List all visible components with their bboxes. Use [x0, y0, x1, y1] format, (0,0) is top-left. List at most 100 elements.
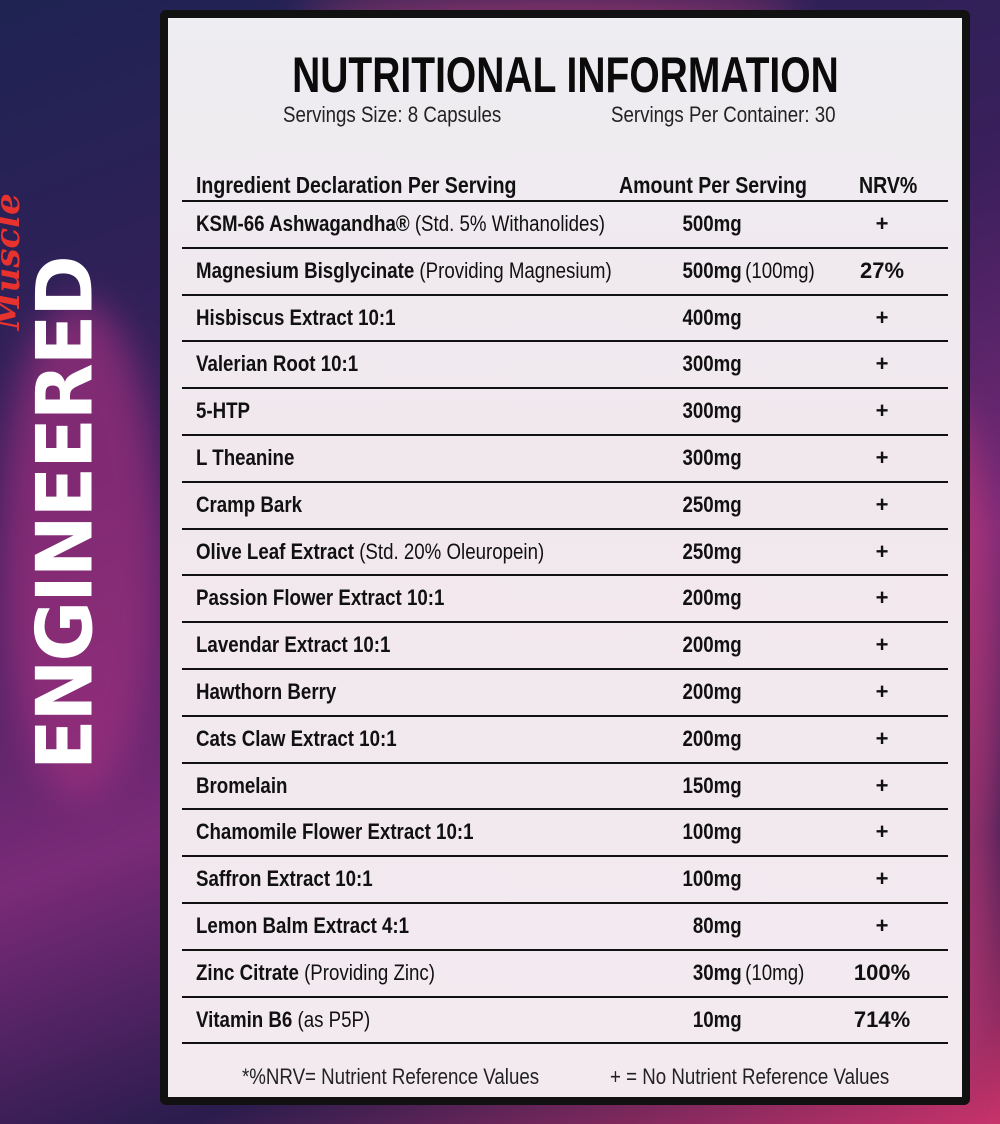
logo-main-text: ENGINEERED [19, 257, 111, 770]
nrv-value: + [875, 491, 889, 517]
amount-value: 300mg [682, 398, 742, 424]
ingredient-label: Passion Flower Extract 10:1 [196, 585, 445, 611]
ingredient-name: Magnesium Bisglycinate (Providing Magnes… [196, 258, 612, 284]
nrv-value: 714% [853, 1006, 911, 1032]
ingredient-name: Cramp Bark [196, 492, 302, 518]
serving-size: Servings Size: 8 Capsules [283, 102, 502, 127]
logo-script-text: Muscle [0, 193, 28, 330]
ingredient-label: Valerian Root 10:1 [196, 351, 359, 377]
nrv-value: 100% [853, 959, 911, 985]
ingredient-label: Lavendar Extract 10:1 [196, 632, 391, 658]
ingredient-detail: (Providing Magnesium) [414, 257, 612, 283]
ingredient-name: Hisbiscus Extract 10:1 [196, 305, 396, 331]
ingredient-label: Zinc Citrate [196, 959, 299, 985]
table-row: L Theanine 300mg + [182, 433, 948, 481]
ingredient-name: Passion Flower Extract 10:1 [196, 585, 444, 611]
table-row: Hawthorn Berry 200mg + [182, 667, 948, 715]
table-row: KSM-66 Ashwagandha® (Std. 5% Withanolide… [182, 200, 948, 247]
amount-value: 150mg [682, 772, 742, 798]
footer-nrv-note: *%NRV= Nutrient Reference Values [242, 1064, 540, 1089]
footer-plus-note: + = No Nutrient Reference Values [610, 1064, 890, 1089]
table-row: Hisbiscus Extract 10:1 400mg + [182, 293, 948, 341]
ingredient-label: Saffron Extract 10:1 [196, 866, 373, 892]
table-row: Saffron Extract 10:1 100mg + [182, 855, 948, 902]
ingredient-label: KSM-66 Ashwagandha® [196, 211, 410, 236]
page-title-text: NUTRITIONAL INFORMATION [291, 47, 839, 103]
nrv-value: + [875, 632, 889, 658]
ingredient-detail: (Std. 20% Oleuropein) [353, 538, 545, 564]
ingredient-name: Saffron Extract 10:1 [196, 866, 373, 892]
table-row: 5-HTP 300mg + [182, 387, 948, 434]
table-row: Valerian Root 10:1 300mg + [182, 340, 948, 387]
amount-value: 100mg [682, 819, 742, 845]
ingredient-label: Magnesium Bisglycinate [196, 257, 415, 283]
nrv-value: + [875, 351, 889, 377]
table-row: Vitamin B6 (as P5P) 10mg 714% [182, 995, 948, 1045]
header-amount: Amount Per Serving [619, 172, 807, 198]
amount-value: 400mg [682, 304, 742, 330]
table-row: Zinc Citrate (Providing Zinc) 30mg (10mg)… [182, 948, 948, 996]
nrv-value: + [875, 444, 889, 470]
nrv-value: + [875, 678, 889, 704]
amount-value: 100mg [682, 866, 742, 892]
ingredient-detail: (Providing Zinc) [298, 959, 436, 985]
ingredient-label: Olive Leaf Extract [196, 538, 354, 564]
table-row: Bromelain 150mg + [182, 761, 948, 809]
ingredient-detail: (Std. 5% Withanolides) [409, 211, 606, 236]
ingredient-name: Lavendar Extract 10:1 [196, 632, 390, 658]
ingredient-name: Hawthorn Berry [196, 679, 336, 705]
ingredient-name: Zinc Citrate (Providing Zinc) [196, 960, 435, 986]
brand-logo: ENGINEERED Muscle [0, 193, 111, 770]
ingredient-name: Cats Claw Extract 10:1 [196, 726, 397, 752]
ingredient-label: L Theanine [196, 444, 295, 470]
nrv-value: + [875, 538, 889, 564]
amount-value: 300mg [682, 444, 742, 470]
amount-detail: (100mg) [745, 257, 815, 283]
ingredient-name: Vitamin B6 (as P5P) [196, 1007, 370, 1033]
table-row: Chamomile Flower Extract 10:1 100mg + [182, 808, 948, 855]
nrv-value: + [875, 912, 889, 938]
ingredient-name: Olive Leaf Extract (Std. 20% Oleuropein) [196, 539, 544, 565]
amount-detail: (10mg) [745, 959, 805, 985]
ingredient-label: Chamomile Flower Extract 10:1 [196, 819, 474, 845]
nrv-value: + [875, 585, 889, 611]
ingredient-label: Hawthorn Berry [196, 678, 337, 704]
servings-per-container: Servings Per Container: 30 [611, 102, 836, 127]
ingredient-detail: (as P5P) [292, 1006, 371, 1032]
ingredient-table: KSM-66 Ashwagandha® (Std. 5% Withanolide… [182, 200, 948, 1045]
nrv-value: + [875, 304, 889, 330]
amount-value: 200mg [682, 678, 742, 704]
header-nrv: NRV% [859, 172, 918, 198]
ingredient-label: Lemon Balm Extract 4:1 [196, 912, 410, 938]
amount-value: 250mg [682, 538, 742, 564]
table-row: Olive Leaf Extract (Std. 20% Oleuropein)… [182, 527, 948, 575]
nrv-value: + [875, 819, 889, 845]
nutrition-panel: NUTRITIONAL INFORMATION Servings Size: 8… [160, 10, 970, 1105]
ingredient-name: 5-HTP [196, 398, 250, 424]
ingredient-label: Bromelain [196, 772, 288, 798]
amount-value: 250mg [682, 491, 742, 517]
table-row: Cats Claw Extract 10:1 200mg + [182, 714, 948, 762]
background-shape [0, 300, 160, 800]
nrv-value: + [875, 211, 889, 236]
amount-value: 200mg [682, 585, 742, 611]
amount-value: 80mg [692, 912, 742, 938]
amount-value: 300mg [682, 351, 742, 377]
ingredient-name: Chamomile Flower Extract 10:1 [196, 819, 473, 845]
table-row: Magnesium Bisglycinate (Providing Magnes… [182, 246, 948, 294]
nrv-value: + [875, 772, 889, 798]
table-row: Cramp Bark 250mg + [182, 480, 948, 528]
table-row: Lavendar Extract 10:1 200mg + [182, 621, 948, 668]
amount-value: 30mg [692, 959, 742, 985]
ingredient-label: Cats Claw Extract 10:1 [196, 725, 397, 751]
table-row: Passion Flower Extract 10:1 200mg + [182, 574, 948, 621]
header-ingredient: Ingredient Declaration Per Serving [196, 172, 517, 198]
nrv-value: + [875, 398, 889, 424]
page-title: NUTRITIONAL INFORMATION [168, 46, 962, 104]
ingredient-label: Vitamin B6 [196, 1006, 293, 1032]
ingredient-name: Lemon Balm Extract 4:1 [196, 913, 409, 939]
ingredient-label: Cramp Bark [196, 491, 303, 517]
nrv-value: + [875, 725, 889, 751]
amount-value: 200mg [682, 632, 742, 658]
amount-value: 10mg [692, 1006, 742, 1032]
